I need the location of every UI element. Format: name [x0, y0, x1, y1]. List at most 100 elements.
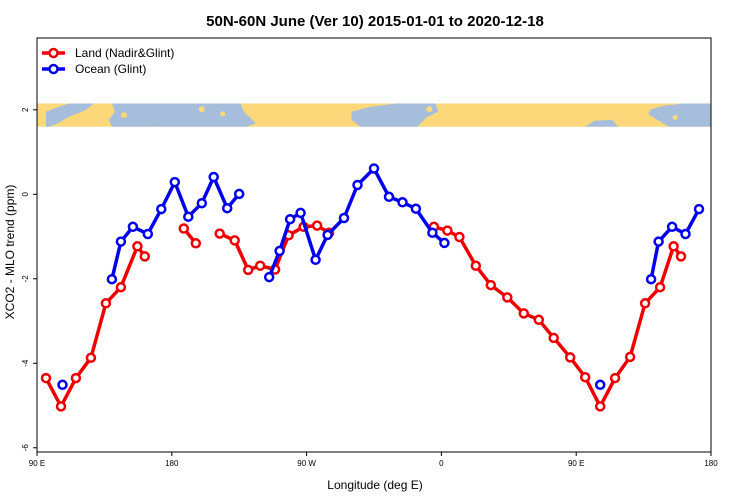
series-1-point-2-2 — [284, 213, 296, 225]
series-0-point-2-3 — [254, 260, 266, 271]
x-tick-label-1: 180 — [165, 459, 179, 468]
series-1-point-2-13 — [439, 237, 450, 249]
x-tick-label-4: 90 E — [568, 459, 584, 468]
series-1-point-4-3 — [680, 228, 691, 240]
series-1-point-4-4 — [693, 203, 705, 215]
series-1-point-2-10 — [397, 197, 408, 208]
legend-marker-1 — [48, 63, 59, 75]
series-1-point-1-4 — [156, 203, 167, 215]
series-0-line-0 — [44, 244, 147, 409]
series-0-point-1-1 — [190, 238, 202, 249]
map-island-0 — [120, 112, 127, 119]
x-axis-label: Longitude (deg E) — [327, 478, 422, 492]
series-0-point-0-2 — [70, 372, 82, 384]
series-0-point-3-7 — [533, 314, 545, 326]
map-island-2 — [220, 111, 226, 117]
series-1-point-1-2 — [127, 221, 139, 233]
series-0-point-3-11 — [594, 401, 606, 412]
series-1-point-1-9 — [221, 202, 233, 214]
axes: 90 E 180 90 W 0 90 E 180 -6 -4 -2 0 2 — [21, 107, 718, 468]
series-1-point-2-6 — [338, 212, 350, 224]
series-1-point-2-7 — [352, 179, 363, 191]
series-0 — [40, 220, 687, 412]
world-map-strip — [37, 103, 711, 127]
series-0-point-3-1 — [442, 225, 453, 236]
series-0-point-2-7 — [311, 220, 323, 231]
series-layer — [40, 163, 705, 412]
series-1-point-2-8 — [368, 163, 380, 174]
y-tick-label-2: -2 — [21, 275, 30, 283]
series-0-point-3-14 — [639, 298, 651, 309]
series-0-point-0-4 — [100, 298, 112, 309]
series-1-point-2-4 — [310, 254, 321, 266]
series-1-point-1-8 — [208, 171, 219, 183]
x-tick-label-2: 90 W — [297, 459, 316, 468]
series-1-point-1-5 — [169, 176, 181, 188]
series-1-point-1-1 — [115, 236, 127, 247]
chart-title: 50N-60N June (Ver 10) 2015-01-01 to 2020… — [206, 13, 544, 30]
map-ocean-2 — [141, 103, 256, 127]
x-tick-label-3: 0 — [439, 459, 444, 468]
series-0-point-2-0 — [214, 228, 225, 239]
series-0-point-0-5 — [115, 281, 127, 293]
series-1-point-0-0 — [57, 379, 68, 391]
series-0-point-2-1 — [229, 235, 240, 246]
map-ocean-4 — [585, 119, 619, 127]
series-1 — [57, 163, 705, 391]
map-island-3 — [253, 105, 259, 111]
legend-label-1: Ocean (Glint) — [75, 62, 146, 76]
series-0-point-0-6 — [132, 241, 143, 252]
series-0-point-3-6 — [518, 308, 530, 319]
series-1-point-2-11 — [410, 203, 422, 214]
series-1-point-2-5 — [322, 229, 333, 241]
x-tick-label-5: 180 — [704, 459, 718, 468]
map-ocean-0 — [46, 103, 94, 127]
map-ocean-5 — [648, 103, 711, 127]
series-1-point-2-3 — [295, 207, 306, 219]
map-island-1 — [198, 106, 205, 113]
map-island-4 — [310, 104, 316, 110]
legend-marker-0 — [48, 47, 59, 59]
series-0-point-3-13 — [624, 351, 636, 363]
map-island-5 — [322, 103, 327, 108]
series-0-point-2-2 — [242, 264, 254, 276]
series-0-point-3-15 — [654, 281, 666, 293]
series-0-point-0-7 — [139, 251, 151, 262]
series-0-point-3-12 — [609, 372, 621, 384]
series-1-point-1-10 — [233, 188, 245, 200]
plot-frame — [36, 37, 712, 453]
series-0-point-3-8 — [548, 332, 559, 344]
legend-label-0: Land (Nadir&Glint) — [75, 46, 174, 60]
series-1-point-2-0 — [263, 271, 275, 283]
y-tick-label-0: -6 — [21, 444, 30, 452]
series-0-point-3-4 — [485, 279, 497, 291]
series-1-point-4-2 — [666, 221, 678, 233]
series-0-point-3-17 — [675, 251, 687, 262]
legend: Land (Nadir&Glint) Ocean (Glint) — [42, 46, 174, 76]
y-tick-label-3: 0 — [21, 192, 30, 197]
series-1-point-2-12 — [427, 227, 438, 238]
series-1-point-1-6 — [183, 211, 194, 222]
series-0-point-3-16 — [668, 241, 679, 252]
y-axis-label: XCO2 - MLO trend (ppm) — [3, 185, 17, 320]
series-1-point-1-3 — [142, 228, 154, 240]
series-1-point-1-0 — [106, 273, 118, 285]
map-ocean-3 — [351, 103, 439, 127]
series-0-point-0-1 — [55, 401, 67, 412]
y-tick-label-4: 2 — [21, 107, 30, 112]
x-tick-label-0: 90 E — [29, 459, 45, 468]
map-island-7 — [672, 114, 678, 120]
map-ocean-1 — [108, 103, 169, 127]
series-0-point-1-0 — [178, 223, 190, 234]
map-island-6 — [426, 106, 433, 113]
series-1-point-1-7 — [196, 197, 208, 209]
series-0-point-3-2 — [454, 231, 465, 243]
series-0-point-3-10 — [579, 371, 591, 383]
y-tick-label-1: -4 — [21, 359, 30, 367]
series-1-point-3-0 — [594, 379, 606, 391]
series-0-point-3-9 — [564, 352, 576, 363]
series-1-point-4-0 — [645, 273, 657, 285]
series-0-point-0-3 — [85, 352, 97, 364]
